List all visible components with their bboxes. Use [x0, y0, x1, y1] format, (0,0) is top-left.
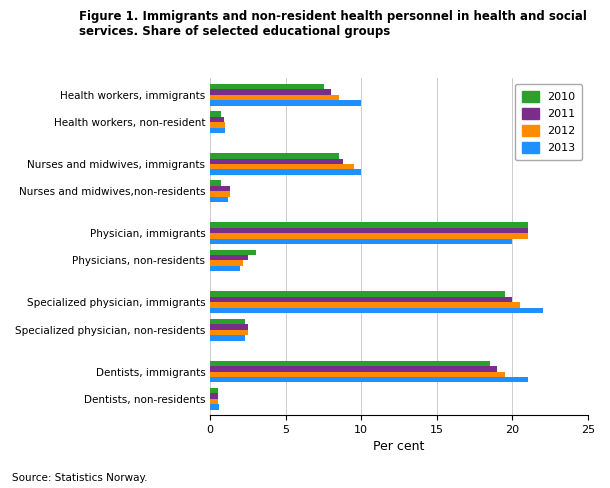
Bar	[210, 366, 497, 371]
Bar	[210, 181, 221, 186]
Bar	[210, 111, 221, 117]
Bar	[210, 239, 512, 244]
Bar	[210, 249, 256, 255]
Bar	[210, 404, 220, 410]
Bar	[210, 371, 505, 377]
Bar	[210, 127, 225, 133]
Bar	[210, 261, 243, 266]
Bar	[210, 122, 225, 127]
Bar	[210, 153, 339, 159]
Bar	[210, 319, 245, 324]
Bar	[210, 377, 528, 383]
X-axis label: Per cent: Per cent	[373, 441, 425, 453]
Bar	[210, 101, 361, 106]
Bar	[210, 324, 248, 330]
Text: Figure 1. Immigrants and non-resident health personnel in health and social
serv: Figure 1. Immigrants and non-resident he…	[79, 10, 587, 38]
Bar	[210, 266, 240, 271]
Bar	[210, 89, 331, 95]
Bar	[210, 228, 528, 233]
Bar	[210, 159, 343, 164]
Bar	[210, 393, 218, 399]
Text: Source: Statistics Norway.: Source: Statistics Norway.	[12, 473, 148, 483]
Bar	[210, 308, 543, 313]
Bar	[210, 191, 230, 197]
Bar	[210, 330, 248, 335]
Bar	[210, 361, 490, 366]
Legend: 2010, 2011, 2012, 2013: 2010, 2011, 2012, 2013	[515, 84, 583, 160]
Bar	[210, 222, 528, 228]
Bar	[210, 291, 505, 297]
Bar	[210, 297, 512, 303]
Bar	[210, 335, 245, 341]
Bar	[210, 117, 224, 122]
Bar	[210, 164, 354, 169]
Bar	[210, 95, 339, 101]
Bar	[210, 303, 520, 308]
Bar	[210, 197, 228, 202]
Bar	[210, 233, 528, 239]
Bar	[210, 388, 218, 393]
Bar	[210, 169, 361, 175]
Bar	[210, 399, 218, 404]
Bar	[210, 84, 323, 89]
Bar	[210, 186, 230, 191]
Bar	[210, 255, 248, 261]
